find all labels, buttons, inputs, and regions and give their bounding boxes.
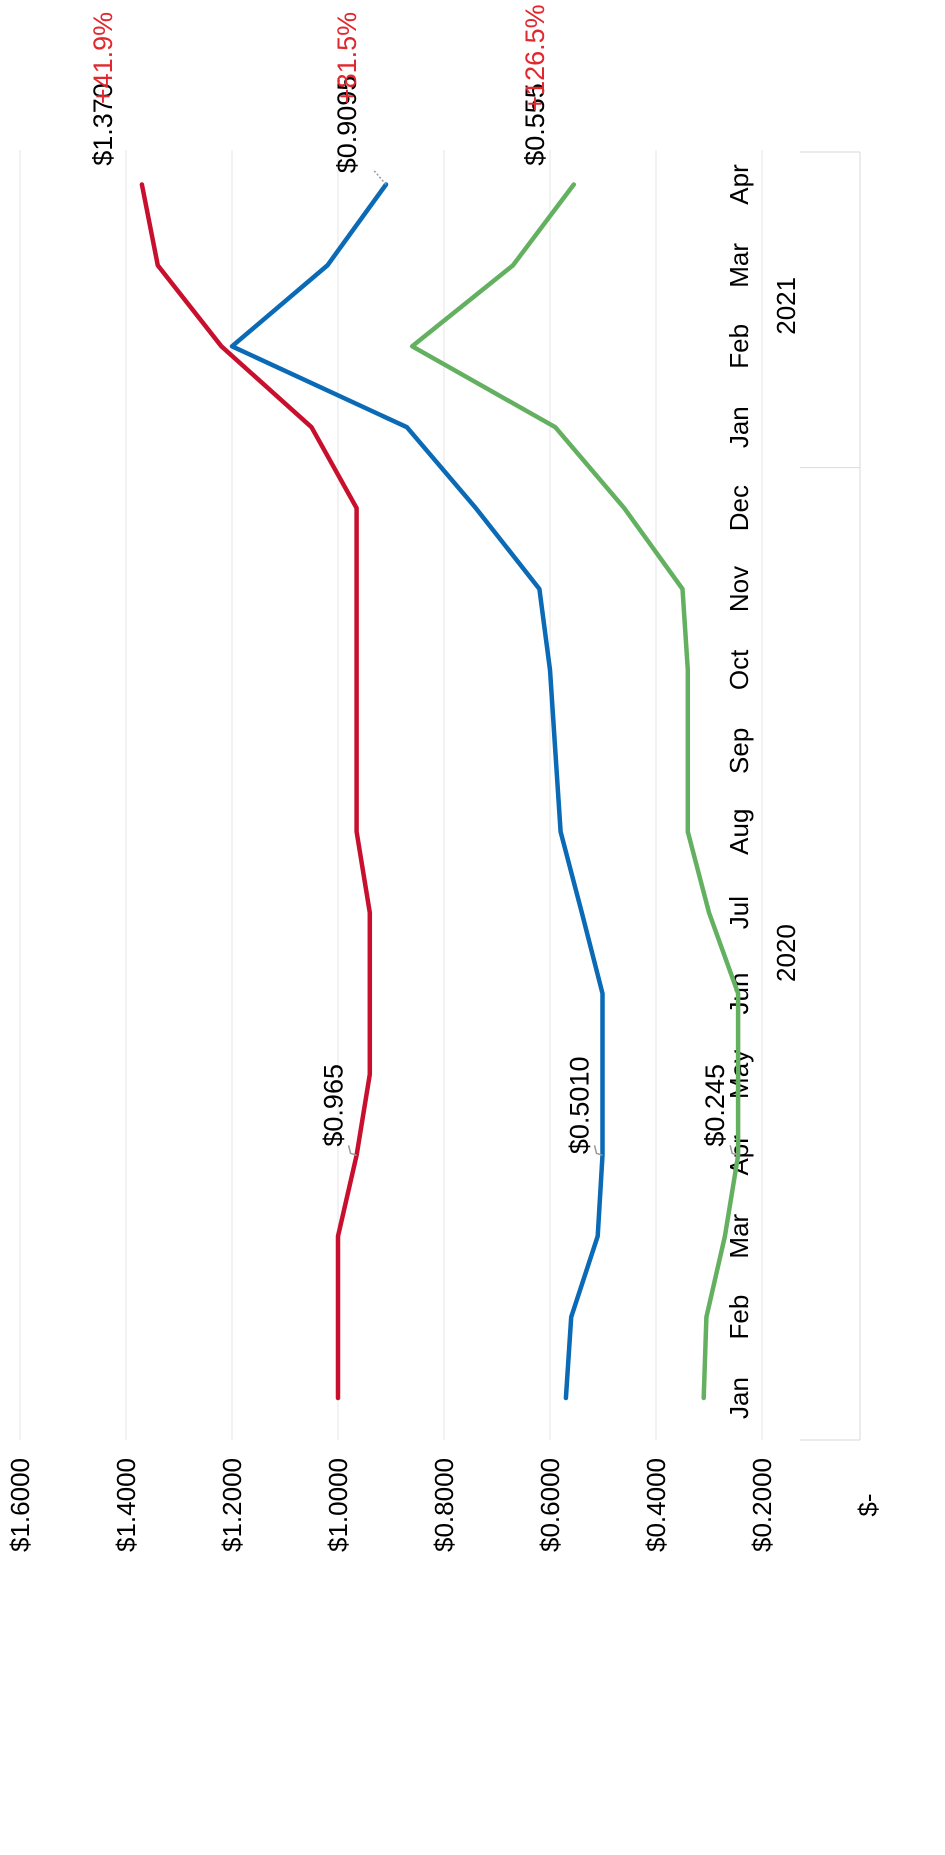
x-axis-box [800,151,861,1441]
data-labels: $0.965 $1.370+41.9% $0.5010 $0.9095+81.5% $0… [88,4,739,1157]
y-tick-label: $0.2000 [747,1458,777,1552]
y-tick-label: $0.4000 [641,1458,671,1552]
x-tick-label: Oct [724,649,754,690]
y-tick-label: $- [853,1493,883,1516]
series-line-0 [139,182,373,1401]
percent-change-label: +81.5% [332,12,362,104]
x-tick-label: Dec [724,485,754,531]
y-tick-label: $0.8000 [429,1458,459,1552]
y-tick-label: $1.0000 [323,1458,353,1552]
x-tick-label: Feb [724,1295,754,1340]
percent-change-label: +41.9% [88,12,118,104]
year-labels: 2020 2021 [771,277,801,982]
x-tick-label: Mar [724,243,754,288]
x-tick-label: Aug [724,809,754,855]
x-tick-label: Nov [724,566,754,612]
x-tick-label: Sep [724,728,754,774]
gridlines [19,150,763,1440]
end-value-label: $0.9095 [332,76,362,174]
end-value-label: $1.370 [88,83,118,166]
series-lines [139,182,741,1401]
x-tick-label: Jul [724,896,754,929]
y-tick-label: $1.2000 [217,1458,247,1552]
year-label: 2021 [771,277,801,335]
year-label: 2020 [771,924,801,982]
start-label-leader [347,1145,357,1157]
x-tick-label: Apr [724,164,754,205]
start-label-leader [729,1145,739,1157]
start-value-label: $0.5010 [564,1056,594,1154]
y-tick-label: $1.6000 [5,1458,35,1552]
x-tick-label: Feb [724,324,754,369]
start-value-label: $0.965 [319,1064,349,1147]
end-label-leader [373,170,387,185]
end-value-label: $0.555 [520,83,550,166]
y-tick-label: $1.4000 [111,1458,141,1552]
start-value-label: $0.245 [700,1064,730,1147]
y-tick-labels: $- $0.2000 $0.4000 $0.6000 $0.8000 $1.0000 $1.… [5,1458,883,1552]
x-tick-label: Jan [724,1377,754,1419]
percent-change-label: +126.5% [520,4,550,111]
x-tick-label: Jan [724,406,754,448]
x-tick-labels: JanFebMarAprMayJunJulAugSepOctNovDecJanF… [724,164,754,1419]
y-tick-label: $0.6000 [535,1458,565,1552]
series-line-2 [409,182,741,1401]
start-label-leader [593,1145,603,1157]
series-line-1 [229,182,605,1401]
